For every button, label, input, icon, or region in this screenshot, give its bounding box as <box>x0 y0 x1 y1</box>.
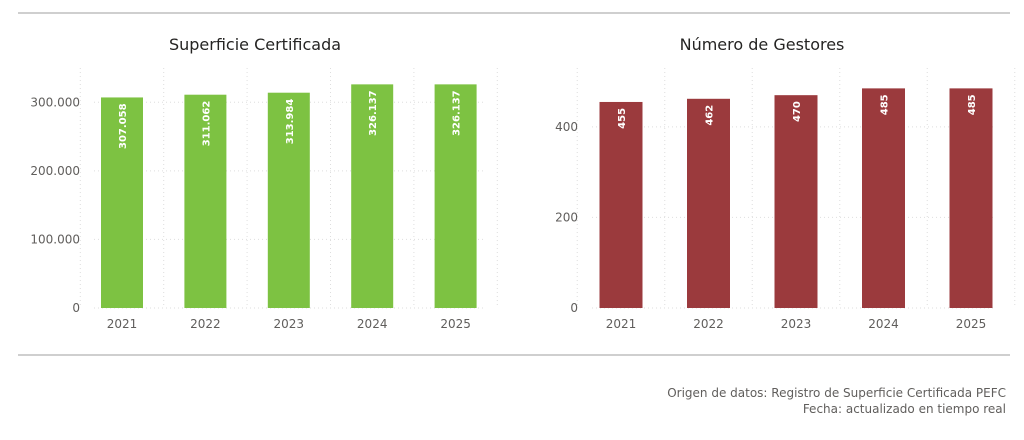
bar-value-label: 470 <box>792 101 803 122</box>
x-tick-label: 2023 <box>781 317 812 331</box>
bar <box>599 101 643 308</box>
bar <box>184 94 227 308</box>
bar-value-label: 485 <box>880 94 891 115</box>
x-tick-label: 2022 <box>693 317 724 331</box>
footer: Origen de datos: Registro de Superficie … <box>667 385 1006 417</box>
y-tick-label: 300.000 <box>30 95 80 109</box>
x-tick-label: 2024 <box>357 317 388 331</box>
bar <box>862 88 905 309</box>
superficie-chart-svg: 0 100.000 200.000 300.000 307.058 2021 311.062… <box>30 68 498 331</box>
superficie-chart: Superficie Certificada 0 100.000 200.000 30… <box>0 20 510 340</box>
x-tick-label: 2021 <box>606 317 637 331</box>
bar <box>101 97 143 308</box>
bar <box>434 84 477 309</box>
bar <box>687 98 730 308</box>
y-tick-label: 0 <box>72 301 80 315</box>
y-tick-label: 200 <box>555 210 578 224</box>
x-tick-label: 2023 <box>274 317 305 331</box>
bar-value-label: 326.137 <box>368 90 379 136</box>
x-tick-label: 2025 <box>440 317 471 331</box>
source-text: Origen de datos: Registro de Superficie … <box>667 386 1006 400</box>
bar-value-label: 307.058 <box>118 103 129 149</box>
bar <box>351 84 394 309</box>
gestores-chart-svg: 0 200 400 455 2021 462 2022 470 2023 485 2024 485 20… <box>555 68 1016 331</box>
x-tick-label: 2025 <box>956 317 987 331</box>
date-text: Fecha: actualizado en tiempo real <box>802 402 1006 416</box>
bar-value-label: 462 <box>705 105 716 126</box>
bar-value-label: 485 <box>967 94 978 115</box>
x-tick-label: 2024 <box>868 317 899 331</box>
chart-title: Número de Gestores <box>679 35 845 54</box>
y-tick-label: 400 <box>555 120 578 134</box>
bar <box>949 88 993 309</box>
y-tick-label: 0 <box>570 301 578 315</box>
top-divider <box>18 12 1010 14</box>
bar-value-label: 311.062 <box>201 101 212 147</box>
bar <box>267 92 310 308</box>
bar <box>774 95 818 308</box>
bar-value-label: 455 <box>617 108 628 129</box>
bar-value-label: 326.137 <box>452 90 463 136</box>
chart-title: Superficie Certificada <box>168 35 342 54</box>
bottom-divider <box>18 354 1010 356</box>
x-tick-label: 2022 <box>190 317 221 331</box>
bar-value-label: 313.984 <box>285 99 296 145</box>
gestores-chart: Número de Gestores 0 200 400 455 2021 462 2022… <box>512 20 1016 340</box>
y-tick-label: 200.000 <box>30 164 80 178</box>
y-tick-label: 100.000 <box>30 232 80 246</box>
x-tick-label: 2021 <box>107 317 138 331</box>
